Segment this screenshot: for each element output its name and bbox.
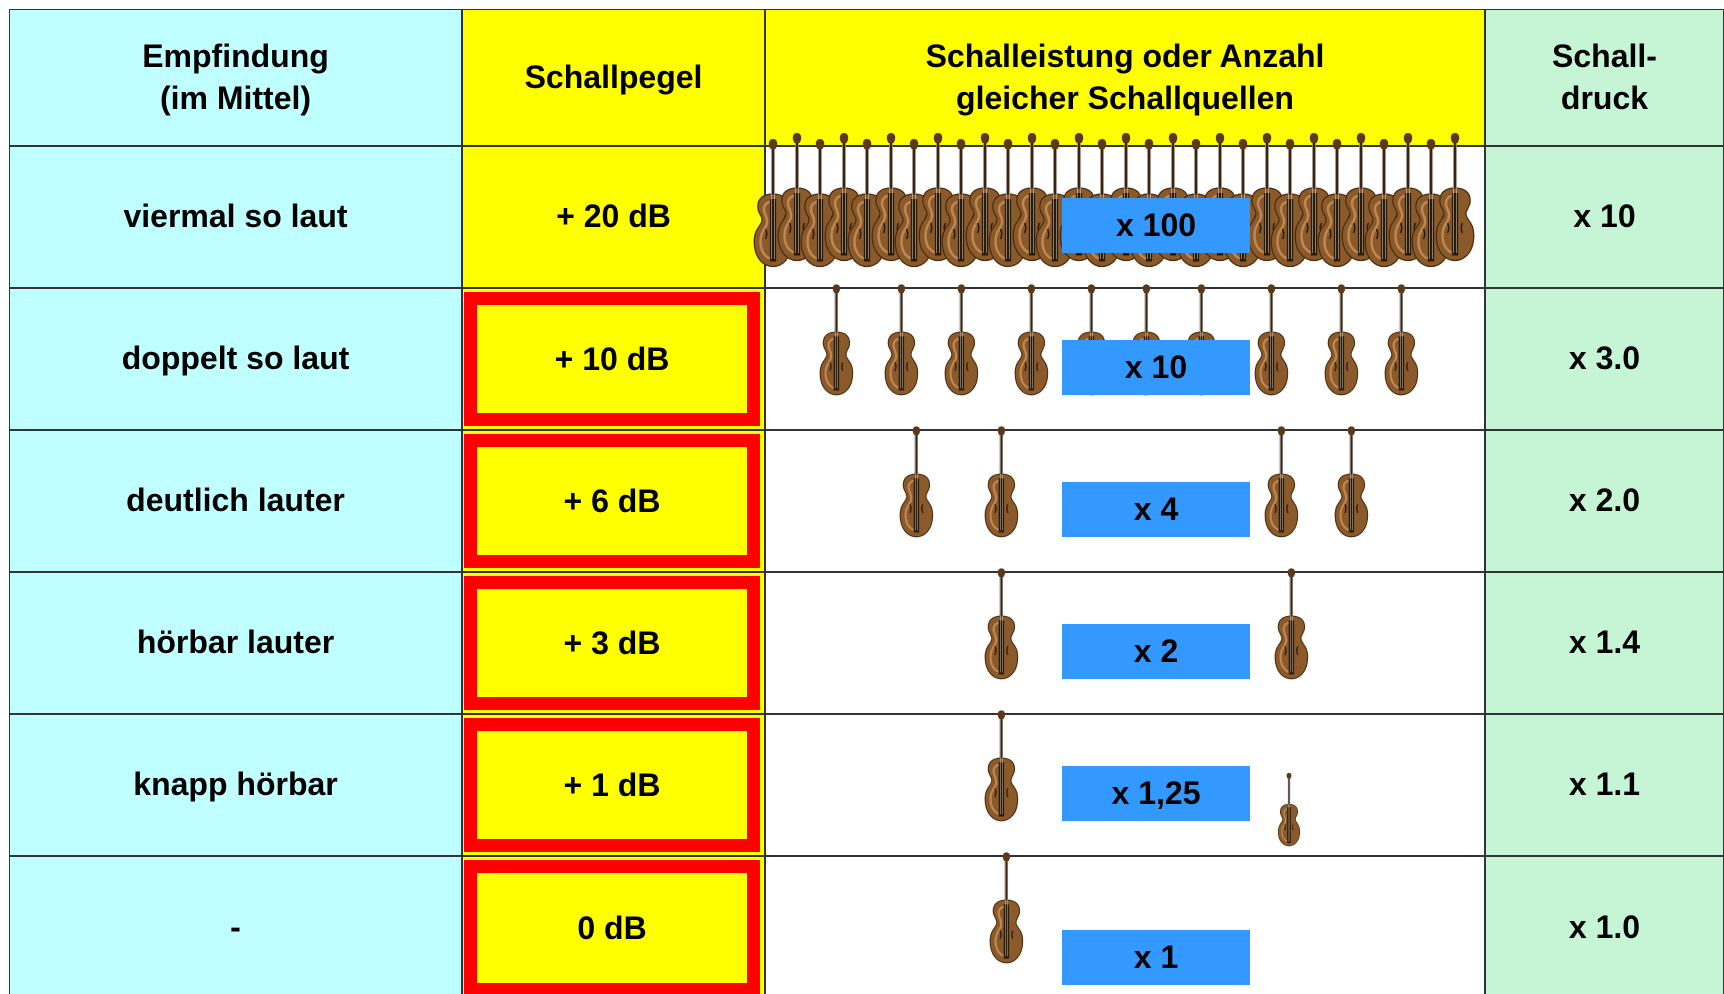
violin-icon <box>1378 280 1425 410</box>
header-text: Schall- <box>1552 36 1657 78</box>
header-text: druck <box>1561 78 1648 120</box>
cell-text: 0 dB <box>577 910 646 947</box>
factor-label: x 10 <box>1062 340 1250 395</box>
table-cell: knapp hörbar <box>9 714 462 856</box>
page: Empfindung(im Mittel) Schallpegel Schallei… <box>0 0 1724 994</box>
cell-text: deutlich lauter <box>126 480 345 522</box>
header-text: Schalleistung oder Anzahl <box>926 36 1325 78</box>
table-cell: viermal so laut <box>9 146 462 288</box>
header-cell: Schall-druck <box>1485 9 1724 146</box>
highlight-frame: + 6 dB <box>464 434 760 568</box>
table-cell: x 2.0 <box>1485 430 1724 572</box>
table-cell: - <box>9 856 462 994</box>
header-text: (im Mittel) <box>160 78 311 120</box>
cell-text: hörbar lauter <box>137 622 334 664</box>
cell-text: knapp hörbar <box>133 764 337 806</box>
header-cell: Schallpegel <box>462 9 765 146</box>
highlight-frame: + 10 dB <box>464 292 760 426</box>
header-text: Schallpegel <box>525 57 703 99</box>
cell-text: x 10 <box>1125 349 1187 386</box>
cell-text: x 2 <box>1134 633 1178 670</box>
violin-icon <box>938 280 985 410</box>
cell-text: x 10 <box>1573 196 1635 238</box>
table-cell: + 20 dB <box>462 146 765 288</box>
violin-icon <box>1008 280 1055 410</box>
cell-text: + 1 dB <box>564 767 661 804</box>
table-cell: doppelt so laut <box>9 288 462 430</box>
header-text: Empfindung <box>142 36 329 78</box>
violin-icon <box>978 422 1025 552</box>
table-cell: x 1.1 <box>1485 714 1724 856</box>
violin-icon <box>978 706 1025 836</box>
cell-text: x 2.0 <box>1569 480 1640 522</box>
table-cell: x 1.0 <box>1485 856 1724 994</box>
header-cell: Empfindung(im Mittel) <box>9 9 462 146</box>
cell-text: x 1,25 <box>1112 775 1201 812</box>
violin-icon <box>1428 128 1482 278</box>
table-cell: x 3.0 <box>1485 288 1724 430</box>
cell-text: + 3 dB <box>564 625 661 662</box>
cell-text: viermal so laut <box>123 196 347 238</box>
table-cell: x 10 <box>1485 146 1724 288</box>
highlight-frame: 0 dB <box>464 860 760 994</box>
cell-text: + 6 dB <box>564 483 661 520</box>
cell-text: x 1.0 <box>1569 907 1640 949</box>
cell-text: x 1.1 <box>1569 764 1640 806</box>
highlight-frame: + 1 dB <box>464 718 760 852</box>
cell-text: x 3.0 <box>1569 338 1640 380</box>
header-text: gleicher Schallquellen <box>956 78 1294 120</box>
factor-label: x 100 <box>1062 198 1250 253</box>
cell-text: + 10 dB <box>555 341 670 378</box>
violin-icon <box>878 280 925 410</box>
cell-text: x 1 <box>1134 939 1178 976</box>
violin-icon <box>978 564 1025 694</box>
factor-label: x 1,25 <box>1062 766 1250 821</box>
cell-text: doppelt so laut <box>122 338 350 380</box>
violin-icon <box>1328 422 1375 552</box>
violin-icon <box>1258 422 1305 552</box>
cell-text: - <box>230 907 241 949</box>
violin-icon <box>813 280 860 410</box>
violin-icon <box>1318 280 1365 410</box>
cell-text: x 4 <box>1134 491 1178 528</box>
violin-icon <box>983 848 1030 978</box>
violin-icon <box>893 422 940 552</box>
cell-text: x 1.4 <box>1569 622 1640 664</box>
cell-text: + 20 dB <box>556 196 671 238</box>
cell-text: x 100 <box>1116 207 1196 244</box>
table-cell: hörbar lauter <box>9 572 462 714</box>
violin-icon <box>1248 280 1295 410</box>
table-cell: deutlich lauter <box>9 430 462 572</box>
violin-icon <box>1273 770 1305 856</box>
factor-label: x 2 <box>1062 624 1250 679</box>
factor-label: x 1 <box>1062 930 1250 985</box>
factor-label: x 4 <box>1062 482 1250 537</box>
highlight-frame: + 3 dB <box>464 576 760 710</box>
violin-icon <box>1268 564 1315 694</box>
table-cell: x 1.4 <box>1485 572 1724 714</box>
